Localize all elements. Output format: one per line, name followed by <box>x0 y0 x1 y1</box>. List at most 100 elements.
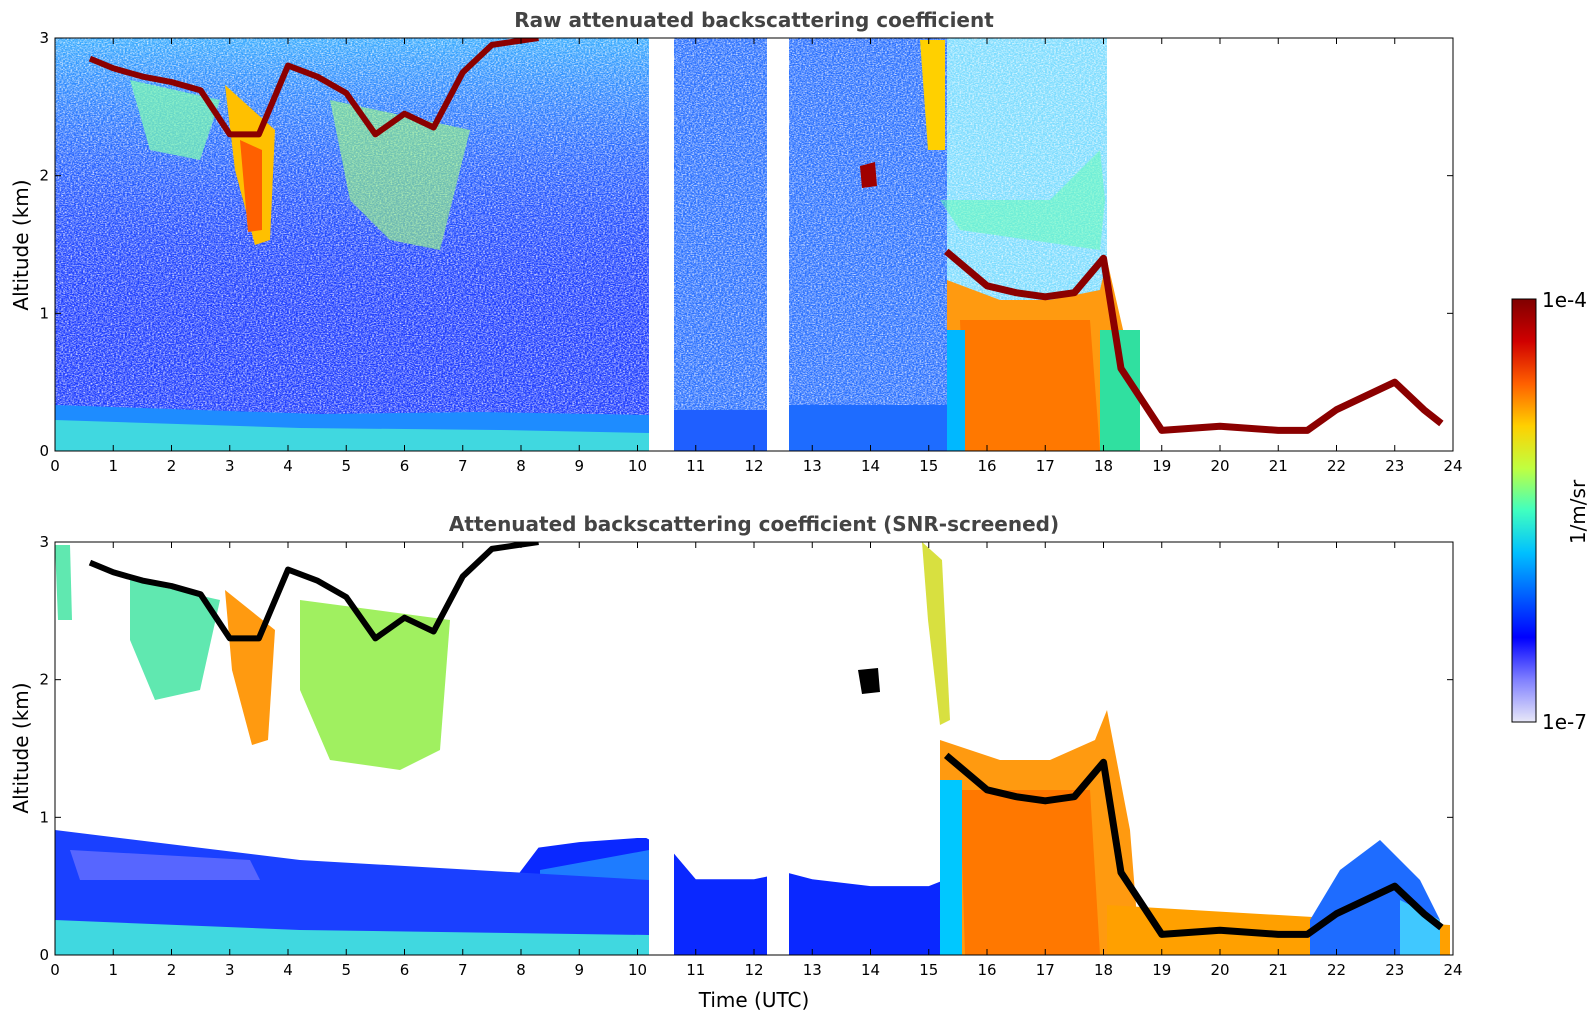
raw-cirrus-plume-e <box>920 40 945 150</box>
x-tick-label: 0 <box>50 961 60 979</box>
y-tick-label: 1 <box>39 304 49 322</box>
x-tick-label: 1 <box>108 457 118 475</box>
panel-screened-title: Attenuated backscattering coefficient (S… <box>449 512 1059 536</box>
colorbar-min-label: 1e-7 <box>1542 710 1587 734</box>
screened-cirrus-b <box>130 580 220 700</box>
x-tick-label: 0 <box>50 457 60 475</box>
x-tick-label: 23 <box>1385 457 1404 475</box>
panel-raw-title: Raw attenuated backscattering coefficien… <box>514 8 994 32</box>
screened-cirrus-e <box>922 542 950 725</box>
x-tick-label: 24 <box>1443 961 1462 979</box>
xaxis-label: Time (UTC) <box>698 988 810 1012</box>
x-tick-label: 11 <box>686 457 705 475</box>
x-tick-label: 13 <box>803 457 822 475</box>
x-tick-label: 21 <box>1269 457 1288 475</box>
x-tick-label: 21 <box>1269 961 1288 979</box>
raw-small-cloud-14h <box>860 162 877 188</box>
screened-cloud-top-line-low <box>943 752 1444 938</box>
raw-boundary-layer-green <box>55 420 649 451</box>
raw-gap-1 <box>649 38 674 451</box>
x-tick-label: 22 <box>1327 961 1346 979</box>
x-tick-label: 9 <box>574 961 584 979</box>
screened-fog-edge <box>940 780 962 955</box>
x-tick-label: 11 <box>686 961 705 979</box>
colorbar-max-label: 1e-4 <box>1542 288 1587 312</box>
raw-cirrus-plume-f <box>940 150 1105 250</box>
x-tick-label: 12 <box>744 457 763 475</box>
x-tick-label: 4 <box>283 457 293 475</box>
screened-bl-green <box>55 920 649 955</box>
x-tick-label: 14 <box>861 457 880 475</box>
x-tick-label: 23 <box>1385 961 1404 979</box>
panel-screened-xaxis: 0 1 2 3 4 5 6 7 8 9 10 11 12 13 14 15 16 17 18 19 20 21 22 23 24 <box>50 542 1463 979</box>
x-tick-label: 10 <box>628 961 647 979</box>
raw-cloud-top-line <box>88 38 539 138</box>
x-tick-label: 4 <box>283 961 293 979</box>
raw-boundary-layer-right <box>789 405 947 451</box>
panel-raw-xaxis: 0 1 2 3 4 5 6 7 8 9 10 11 12 13 14 15 16 17 18 19 20 21 22 23 24 <box>50 38 1463 475</box>
x-tick-label: 14 <box>861 961 880 979</box>
screened-cirrus-c <box>300 600 450 770</box>
x-tick-label: 18 <box>1094 961 1113 979</box>
x-tick-label: 24 <box>1443 457 1462 475</box>
x-tick-label: 17 <box>1036 961 1055 979</box>
screened-small-cloud-14h <box>858 668 880 694</box>
x-tick-label: 7 <box>458 961 468 979</box>
y-tick-label: 3 <box>39 533 49 551</box>
x-tick-label: 20 <box>1210 457 1229 475</box>
x-tick-label: 10 <box>628 457 647 475</box>
colorbar: 1e-4 1e-7 1/m/sr <box>1511 288 1590 734</box>
x-tick-label: 9 <box>574 457 584 475</box>
screened-aerosol-late-cyan <box>1400 900 1440 955</box>
raw-fog-edge <box>947 330 965 451</box>
x-tick-label: 15 <box>919 961 938 979</box>
screened-gap-1 <box>649 542 674 955</box>
y-tick-label: 1 <box>39 808 49 826</box>
x-tick-label: 8 <box>516 457 526 475</box>
raw-cirrus-plume-d <box>330 100 470 250</box>
x-tick-label: 6 <box>400 457 410 475</box>
screened-bl-pale <box>70 850 260 880</box>
x-tick-label: 22 <box>1327 457 1346 475</box>
x-tick-label: 15 <box>919 457 938 475</box>
y-tick-label: 3 <box>39 29 49 47</box>
panel-raw: Raw attenuated backscattering coefficien… <box>9 8 1463 475</box>
y-tick-label: 2 <box>39 671 49 689</box>
x-tick-label: 19 <box>1152 961 1171 979</box>
screened-cloud-top-line <box>88 542 539 642</box>
panel-raw-ylabel: Altitude (km) <box>9 179 33 310</box>
panel-screened-heatmap <box>55 542 1450 955</box>
panel-screened-ylabel: Altitude (km) <box>9 682 33 813</box>
x-tick-label: 2 <box>167 457 177 475</box>
screened-cirrus-d <box>55 545 72 620</box>
y-tick-label: 0 <box>39 946 49 964</box>
panel-raw-heatmap <box>55 38 1453 451</box>
x-tick-label: 6 <box>400 961 410 979</box>
screened-gap-2 <box>767 542 789 955</box>
x-tick-label: 12 <box>744 961 763 979</box>
x-tick-label: 16 <box>977 457 996 475</box>
x-tick-label: 20 <box>1210 961 1229 979</box>
x-tick-label: 8 <box>516 961 526 979</box>
raw-fog-block-inner <box>960 320 1100 451</box>
raw-gap-2 <box>767 38 789 451</box>
x-tick-label: 3 <box>225 961 235 979</box>
x-tick-label: 2 <box>167 961 177 979</box>
y-tick-label: 2 <box>39 167 49 185</box>
x-tick-label: 19 <box>1152 457 1171 475</box>
panel-raw-yaxis: 0 1 2 3 <box>39 29 1453 460</box>
x-tick-label: 3 <box>225 457 235 475</box>
x-tick-label: 1 <box>108 961 118 979</box>
panel-screened-yaxis: 0 1 2 3 <box>39 533 1453 964</box>
screened-fog-inner <box>960 790 1100 955</box>
x-tick-label: 5 <box>341 457 351 475</box>
x-tick-label: 7 <box>458 457 468 475</box>
x-tick-label: 18 <box>1094 457 1113 475</box>
raw-cirrus-plume-b <box>240 140 262 232</box>
panel-screened: Attenuated backscattering coefficient (S… <box>9 512 1463 1012</box>
raw-boundary-layer-mid <box>674 410 767 451</box>
colorbar-gradient <box>1511 298 1537 723</box>
x-tick-label: 5 <box>341 961 351 979</box>
raw-cirrus-plume-c <box>130 80 220 160</box>
